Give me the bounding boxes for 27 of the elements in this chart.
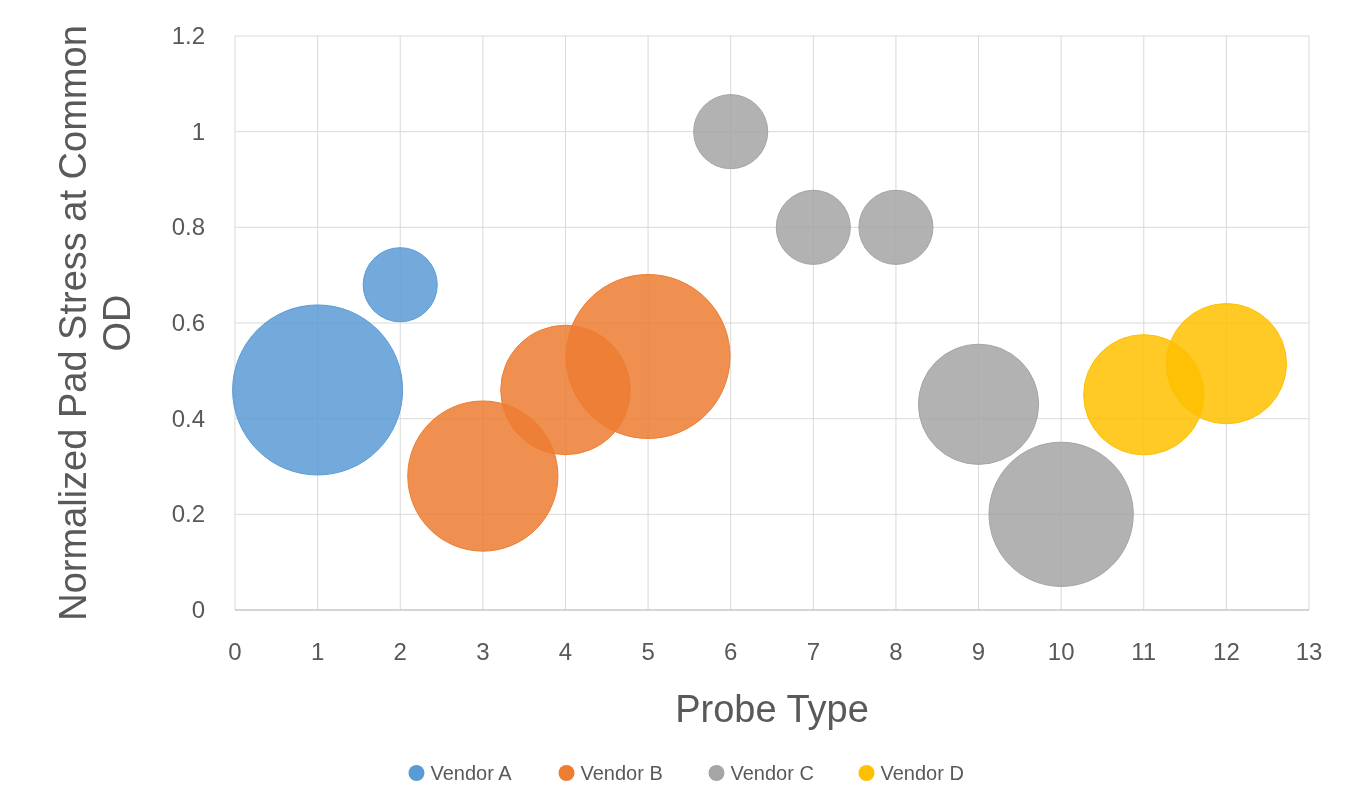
y-tick-label: 0.4 (171, 404, 205, 432)
y-tick-label: 0 (191, 596, 205, 623)
x-axis-title: Probe Type (675, 688, 869, 730)
y-tick-label: 1 (191, 117, 205, 145)
y-tick-label: 1.2 (171, 22, 205, 49)
x-tick-label: 12 (1213, 638, 1240, 665)
legend-label: Vendor D (880, 762, 964, 784)
x-tick-label: 9 (971, 638, 986, 665)
x-tick-label: 0 (228, 638, 242, 665)
x-tick-label: 4 (558, 638, 573, 665)
y-axis-title: Normalized Pad Stress at Common OD (52, 25, 138, 621)
x-tick-label: 2 (393, 638, 407, 665)
x-tick-label: 13 (1295, 638, 1323, 665)
x-tick-label: 5 (641, 638, 655, 665)
y-tick-label: 0.2 (171, 500, 205, 528)
legend-label: Vendor A (430, 762, 513, 784)
x-tick-label: 6 (724, 638, 738, 665)
x-tick-label: 10 (1047, 638, 1075, 665)
legend-label: Vendor C (730, 762, 814, 784)
x-tick-label: 11 (1131, 638, 1157, 665)
y-tick-label: 0.6 (171, 309, 205, 336)
x-tick-label: 8 (889, 638, 903, 665)
x-tick-label: 1 (310, 638, 325, 665)
x-tick-label: 3 (476, 638, 490, 665)
legend-label: Vendor B (580, 762, 663, 784)
x-tick-label: 7 (806, 638, 820, 665)
y-tick-label: 0.8 (171, 213, 205, 241)
